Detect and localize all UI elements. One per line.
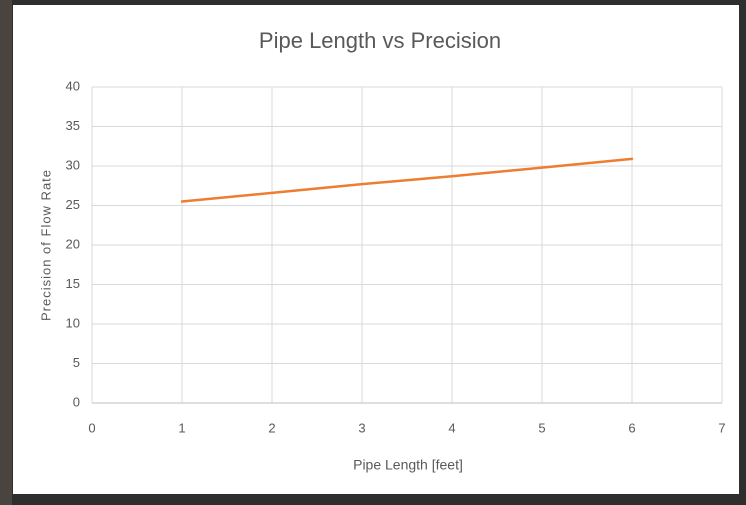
x-tick-label: 5 — [538, 420, 545, 435]
y-tick-label: 40 — [66, 78, 80, 93]
x-tick-label: 2 — [268, 420, 275, 435]
y-tick-label: 35 — [66, 118, 80, 133]
y-tick-label: 25 — [66, 197, 80, 212]
x-axis-title: Pipe Length [feet] — [353, 457, 463, 473]
y-tick-label: 10 — [66, 315, 80, 330]
x-tick-label: 4 — [448, 420, 455, 435]
x-tick-label: 3 — [358, 420, 365, 435]
x-tick-label: 1 — [178, 420, 185, 435]
x-tick-label: 7 — [718, 420, 725, 435]
y-tick-label: 0 — [73, 394, 80, 409]
chart: Pipe Length vs Precision Pipe Length [fe… — [0, 0, 746, 505]
y-tick-label: 5 — [73, 355, 80, 370]
x-tick-label: 6 — [628, 420, 635, 435]
y-axis-title: Precision of Flow Rate — [38, 169, 53, 321]
page: Pipe Length vs Precision Pipe Length [fe… — [0, 0, 746, 505]
y-tick-label: 15 — [66, 276, 80, 291]
chart-title: Pipe Length vs Precision — [259, 28, 501, 53]
x-tick-label: 0 — [88, 420, 95, 435]
y-tick-label: 30 — [66, 157, 80, 172]
side-photo-strip — [0, 0, 12, 505]
y-tick-label: 20 — [66, 236, 80, 251]
